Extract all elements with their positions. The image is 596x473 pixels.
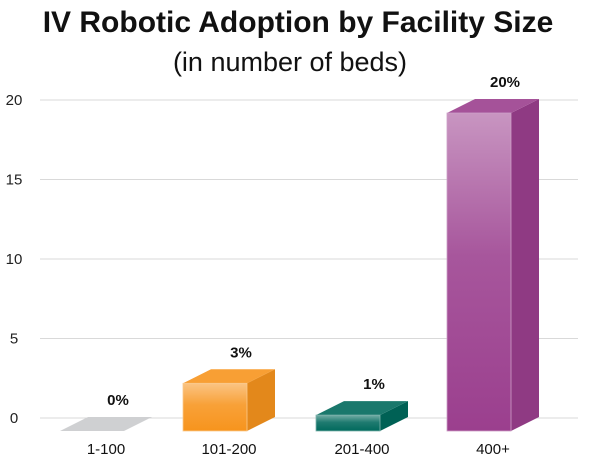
bar-top [447, 99, 539, 113]
bar-side [247, 369, 275, 431]
bar-top [60, 417, 152, 431]
x-tick-label: 101-200 [201, 441, 256, 458]
bar-edge [446, 112, 512, 432]
y-tick-label: 10 [6, 251, 23, 268]
x-axis-categories: 1-100 101-200 201-400 400+ [87, 441, 510, 458]
x-tick-label: 201-400 [334, 441, 389, 458]
data-label: 20% [490, 74, 520, 91]
bar-front [183, 383, 247, 431]
bar [60, 417, 152, 431]
bar-side [380, 401, 408, 431]
chart-title: IV Robotic Adoption by Facility Size [43, 6, 554, 39]
bar-front [447, 113, 511, 431]
bar-front [316, 415, 380, 431]
bar-top [316, 401, 408, 416]
bar [446, 99, 539, 432]
y-tick-label: 5 [10, 331, 18, 348]
bars [60, 99, 539, 432]
bar-edge [182, 382, 248, 432]
x-tick-label: 1-100 [87, 441, 125, 458]
y-tick-label: 0 [10, 410, 18, 427]
data-label: 3% [230, 344, 252, 361]
data-labels: 0% 3% 1% 20% [107, 74, 520, 409]
y-tick-label: 20 [6, 92, 23, 109]
bar [182, 369, 275, 432]
data-label: 1% [363, 376, 385, 393]
data-label: 0% [107, 392, 129, 409]
bar-top [183, 369, 275, 384]
bar-edge [315, 414, 381, 432]
bar [315, 401, 408, 432]
bar-side [511, 99, 539, 431]
x-tick-label: 400+ [476, 441, 510, 458]
chart-subtitle: (in number of beds) [173, 47, 407, 77]
y-axis-ticks: 0 5 10 15 20 [6, 92, 23, 427]
y-tick-label: 15 [6, 172, 23, 189]
